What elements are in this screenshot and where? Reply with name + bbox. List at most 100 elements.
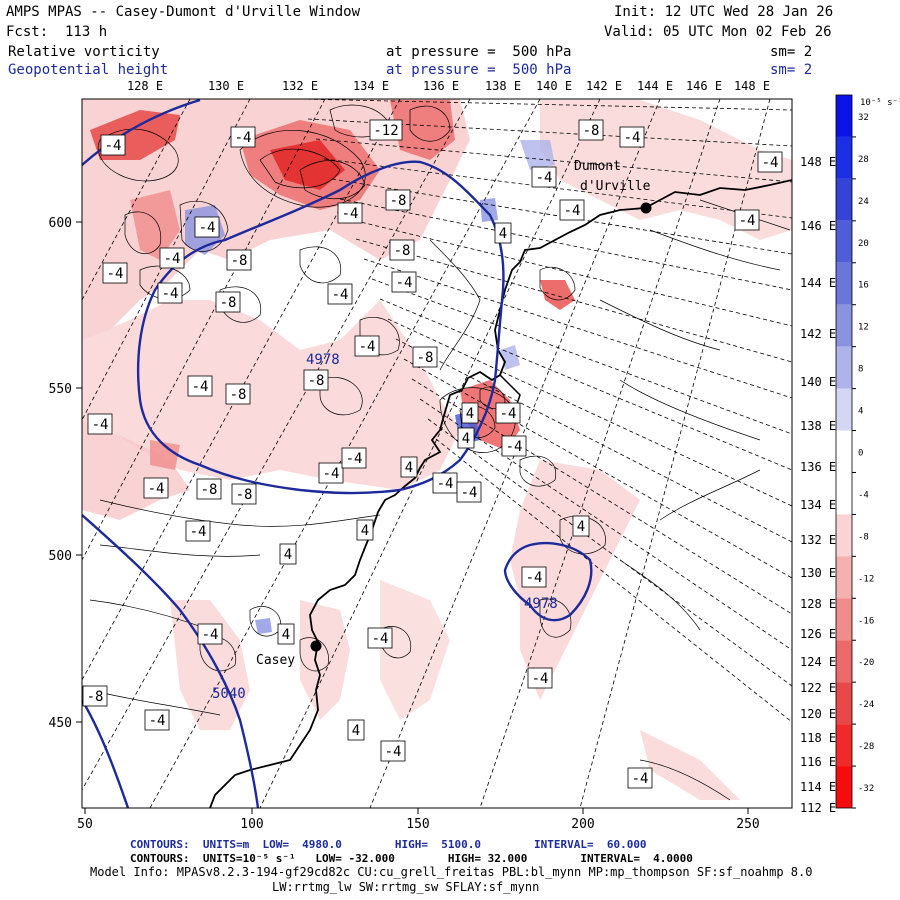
svg-text:-8: -8 xyxy=(87,689,104,705)
colorbar-tick: 0 xyxy=(858,449,863,459)
svg-text:4: 4 xyxy=(462,431,470,447)
svg-text:-4: -4 xyxy=(162,286,179,302)
colorbar-swatch xyxy=(836,95,852,137)
vorticity-value-label: -4 xyxy=(143,477,169,499)
right-lon-label: 136 E xyxy=(800,460,836,474)
footer-physics-info: LW:rrtmg_lw SW:rrtmg_sw SFLAY:sf_mynn xyxy=(272,880,540,894)
svg-text:-4: -4 xyxy=(385,744,402,760)
vorticity-value-label: -4 xyxy=(757,151,783,173)
svg-text:-4: -4 xyxy=(323,466,340,482)
top-lon-label: 128 E xyxy=(127,79,163,93)
vorticity-value-label: -4 xyxy=(531,166,557,188)
svg-text:-4: -4 xyxy=(506,439,523,455)
vorticity-value-label: -8 xyxy=(412,346,438,368)
vorticity-value-label: -8 xyxy=(231,483,257,505)
vorticity-value-label: -4 xyxy=(100,134,126,156)
vorticity-value-label: -4 xyxy=(327,283,353,305)
svg-text:-8: -8 xyxy=(583,123,600,139)
right-longitude-labels: 148 E 146 E 144 E 142 E 140 E 138 E 136 E 134 E… xyxy=(800,155,836,815)
svg-text:-8: -8 xyxy=(394,243,411,259)
vorticity-value-label: 4 xyxy=(279,543,297,565)
svg-text:-4: -4 xyxy=(526,570,543,586)
svg-text:-4: -4 xyxy=(342,206,359,222)
vorticity-value-label: -4 xyxy=(87,413,113,435)
y-tick-label: 500 xyxy=(49,549,72,564)
vorticity-value-label: -4 xyxy=(559,199,585,221)
top-lon-label: 142 E xyxy=(586,79,622,93)
svg-text:-4: -4 xyxy=(190,524,207,540)
vorticity-value-label: 4 xyxy=(461,402,479,424)
right-lon-label: 134 E xyxy=(800,498,836,512)
colorbar-tick: -16 xyxy=(858,616,874,626)
coastline xyxy=(209,179,792,808)
colorbar: 32 28 24 20 16 12 8 4 0 -4 -8 -12 -16 -20 -24 -28 -32 xyxy=(835,94,874,809)
vorticity-value-label: -8 xyxy=(303,369,329,391)
svg-text:-4: -4 xyxy=(564,203,581,219)
vorticity-value-label: -4 xyxy=(521,566,547,588)
forecast-hour: Fcst: 113 h xyxy=(6,24,108,40)
vorticity-value-label: -8 xyxy=(226,249,252,271)
colorbar-tick: 12 xyxy=(858,323,869,333)
right-lon-label: 120 E xyxy=(800,707,836,721)
vorticity-value-label: -8 xyxy=(215,291,241,313)
svg-text:-4: -4 xyxy=(632,771,649,787)
vorticity-value-label: 4 xyxy=(572,515,590,537)
colorbar-tick: 4 xyxy=(858,407,863,417)
colorbar-swatch xyxy=(836,346,852,389)
svg-text:-4: -4 xyxy=(624,130,641,146)
vorticity-value-label: 4 xyxy=(400,456,418,478)
colorbar-swatch xyxy=(836,262,852,305)
y-tick-label: 450 xyxy=(49,716,72,731)
top-lon-label: 146 E xyxy=(686,79,722,93)
colorbar-swatch xyxy=(836,598,852,641)
dumont-durville-marker xyxy=(640,202,652,214)
svg-text:-4: -4 xyxy=(461,485,478,501)
colorbar-swatch xyxy=(836,136,852,179)
vorticity-value-label: -4 xyxy=(627,767,653,789)
right-lon-label: 132 E xyxy=(800,533,836,547)
vorticity-value-label: -8 xyxy=(385,189,411,211)
top-lon-label: 130 E xyxy=(208,79,244,93)
svg-text:-4: -4 xyxy=(105,138,122,154)
svg-text:4: 4 xyxy=(499,226,507,242)
height-label: 5040 xyxy=(212,686,246,702)
top-lon-label: 134 E xyxy=(353,79,389,93)
colorbar-swatch xyxy=(836,388,852,431)
vorticity-value-label: -4 xyxy=(230,126,256,148)
field1-smooth: sm= 2 xyxy=(770,44,813,60)
y-axis-ticks: 600 550 500 450 xyxy=(49,216,82,731)
vorticity-value-label: -4 xyxy=(187,375,213,397)
svg-text:4: 4 xyxy=(284,547,292,563)
x-tick-label: 150 xyxy=(406,817,429,832)
field2-level: at pressure = 500 hPa xyxy=(386,62,572,78)
colorbar-swatch xyxy=(836,766,852,808)
vorticity-value-label: -4 xyxy=(391,271,417,293)
right-lon-label: 144 E xyxy=(800,276,836,290)
colorbar-swatch xyxy=(836,514,852,557)
svg-text:-12: -12 xyxy=(373,123,398,139)
right-lon-label: 118 E xyxy=(800,731,836,745)
svg-text:-4: -4 xyxy=(199,220,216,236)
right-lon-label: 146 E xyxy=(800,219,836,233)
svg-text:-4: -4 xyxy=(396,275,413,291)
colorbar-swatch xyxy=(836,430,852,473)
svg-text:4: 4 xyxy=(577,519,585,535)
svg-text:4: 4 xyxy=(361,523,369,539)
height-label: 4978 xyxy=(306,352,340,368)
svg-text:-4: -4 xyxy=(149,713,166,729)
vorticity-value-label: -12 xyxy=(369,119,403,141)
svg-text:-4: -4 xyxy=(762,155,779,171)
field2-name: Geopotential height xyxy=(8,62,169,78)
height-label: 4978 xyxy=(524,596,558,612)
right-lon-label: 140 E xyxy=(800,375,836,389)
colorbar-unit: 10⁻⁵ s⁻¹ xyxy=(860,98,900,108)
vorticity-value-label: -4 xyxy=(380,740,406,762)
vorticity-value-label: 4 xyxy=(347,719,365,741)
init-time: Init: 12 UTC Wed 28 Jan 26 xyxy=(614,4,834,20)
colorbar-tick: 24 xyxy=(858,197,869,207)
svg-text:-4: -4 xyxy=(107,266,124,282)
vorticity-value-label: 4 xyxy=(457,427,475,449)
top-lon-label: 132 E xyxy=(282,79,318,93)
top-lon-label: 148 E xyxy=(734,79,770,93)
